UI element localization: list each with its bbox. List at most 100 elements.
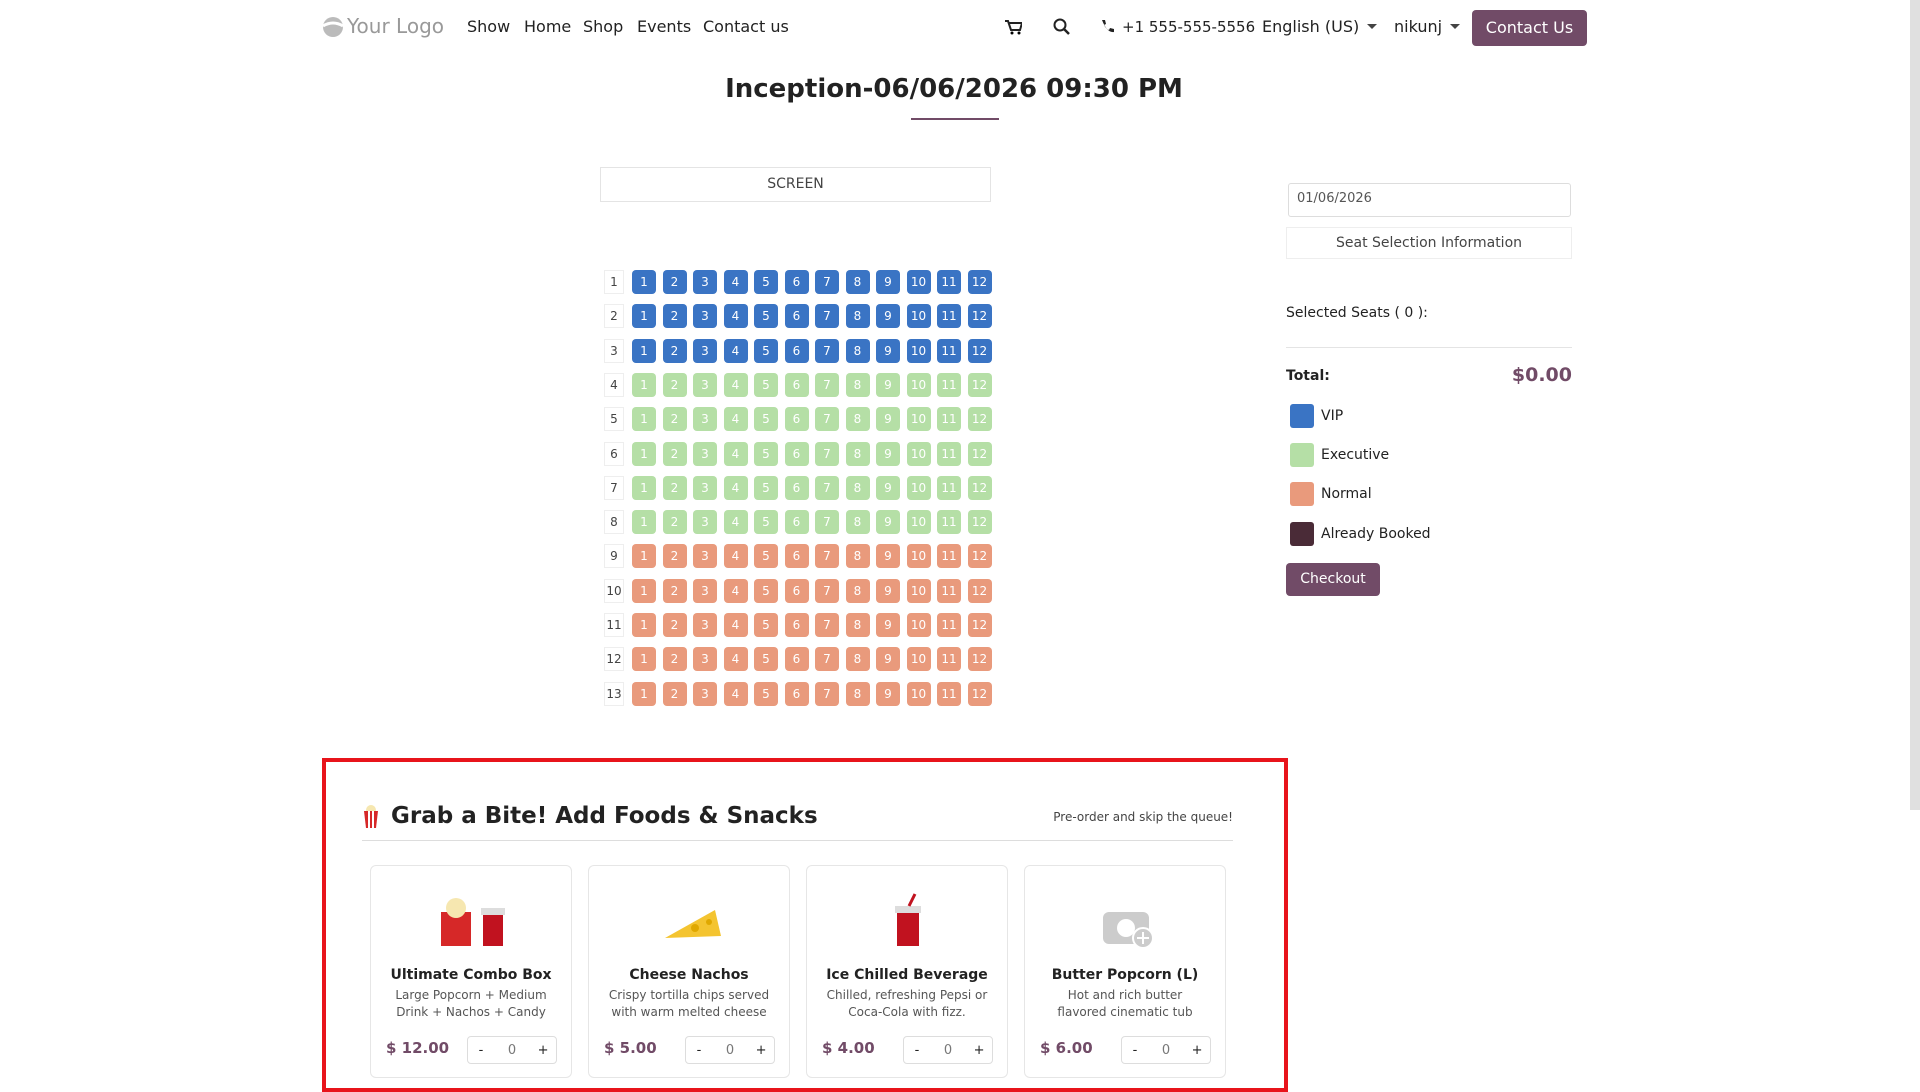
- seat[interactable]: 3: [693, 475, 717, 500]
- decrement-button[interactable]: -: [478, 1042, 484, 1058]
- seat[interactable]: 7: [815, 372, 839, 397]
- seat[interactable]: 4: [723, 270, 748, 294]
- increment-button[interactable]: +: [1191, 1042, 1203, 1058]
- seat[interactable]: 5: [754, 613, 778, 637]
- seat[interactable]: 8: [845, 441, 870, 466]
- seat[interactable]: 4: [723, 510, 748, 535]
- seat[interactable]: 8: [845, 304, 870, 329]
- seat[interactable]: 9: [876, 578, 900, 603]
- seat[interactable]: 3: [693, 544, 717, 569]
- seat[interactable]: 6: [784, 270, 809, 294]
- phone[interactable]: +1 555-555-5556: [1122, 18, 1256, 36]
- seat[interactable]: 6: [784, 647, 809, 672]
- seat[interactable]: 12: [967, 441, 992, 466]
- decrement-button[interactable]: -: [1132, 1042, 1138, 1058]
- seat[interactable]: 5: [754, 304, 778, 329]
- seat[interactable]: 5: [754, 681, 778, 706]
- seat[interactable]: 5: [754, 475, 778, 500]
- menu-item[interactable]: Home: [524, 17, 572, 36]
- seat[interactable]: 10: [906, 647, 931, 672]
- seat[interactable]: 1: [632, 510, 656, 535]
- seat[interactable]: 8: [845, 681, 870, 706]
- seat[interactable]: 6: [784, 372, 809, 397]
- increment-button[interactable]: +: [973, 1042, 985, 1058]
- checkout-button[interactable]: Checkout: [1286, 563, 1380, 596]
- seat[interactable]: 10: [906, 304, 931, 329]
- decrement-button[interactable]: -: [914, 1042, 920, 1058]
- seat[interactable]: 9: [876, 304, 900, 329]
- menu-item[interactable]: Show: [467, 17, 511, 36]
- logo[interactable]: Your Logo: [347, 14, 445, 38]
- seat[interactable]: 10: [906, 510, 931, 535]
- seat[interactable]: 3: [693, 304, 717, 329]
- seat[interactable]: 7: [815, 475, 839, 500]
- seat[interactable]: 6: [784, 510, 809, 535]
- seat[interactable]: 9: [876, 338, 900, 363]
- seat[interactable]: 9: [876, 441, 900, 466]
- seat[interactable]: 8: [845, 372, 870, 397]
- seat[interactable]: 7: [815, 338, 839, 363]
- seat[interactable]: 4: [723, 613, 748, 637]
- seat[interactable]: 12: [967, 681, 992, 706]
- increment-button[interactable]: +: [755, 1042, 767, 1058]
- seat[interactable]: 3: [693, 407, 717, 432]
- seat[interactable]: 12: [967, 613, 992, 637]
- seat[interactable]: 4: [723, 681, 748, 706]
- seat[interactable]: 2: [662, 544, 687, 569]
- seat[interactable]: 7: [815, 578, 839, 603]
- seat[interactable]: 6: [784, 681, 809, 706]
- seat[interactable]: 10: [906, 372, 931, 397]
- seat[interactable]: 12: [967, 475, 992, 500]
- seat[interactable]: 7: [815, 613, 839, 637]
- seat[interactable]: 10: [906, 270, 931, 294]
- seat[interactable]: 2: [662, 407, 687, 432]
- seat[interactable]: 4: [723, 407, 748, 432]
- seat[interactable]: 5: [754, 578, 778, 603]
- seat[interactable]: 6: [784, 475, 809, 500]
- seat[interactable]: 10: [906, 681, 931, 706]
- seat[interactable]: 8: [845, 475, 870, 500]
- seat[interactable]: 9: [876, 270, 900, 294]
- seat[interactable]: 4: [723, 338, 748, 363]
- seat[interactable]: 11: [937, 441, 961, 466]
- seat[interactable]: 5: [754, 270, 778, 294]
- seat[interactable]: 12: [967, 270, 992, 294]
- seat[interactable]: 1: [632, 338, 656, 363]
- seat[interactable]: 1: [632, 647, 656, 672]
- decrement-button[interactable]: -: [696, 1042, 702, 1058]
- seat[interactable]: 1: [632, 441, 656, 466]
- menu-item[interactable]: Contact us: [703, 17, 789, 36]
- seat[interactable]: 7: [815, 681, 839, 706]
- seat[interactable]: 11: [937, 510, 961, 535]
- seat[interactable]: 11: [937, 338, 961, 363]
- seat[interactable]: 12: [967, 647, 992, 672]
- seat[interactable]: 10: [906, 578, 931, 603]
- seat[interactable]: 8: [845, 338, 870, 363]
- seat[interactable]: 2: [662, 475, 687, 500]
- seat[interactable]: 1: [632, 613, 656, 637]
- seat[interactable]: 8: [845, 647, 870, 672]
- seat[interactable]: 9: [876, 372, 900, 397]
- seat[interactable]: 1: [632, 372, 656, 397]
- seat[interactable]: 6: [784, 441, 809, 466]
- seat[interactable]: 1: [632, 475, 656, 500]
- seat[interactable]: 7: [815, 270, 839, 294]
- language[interactable]: English (US): [1262, 17, 1377, 36]
- seat[interactable]: 5: [754, 372, 778, 397]
- menu-item[interactable]: Shop: [583, 17, 624, 36]
- seat[interactable]: 10: [906, 441, 931, 466]
- seat[interactable]: 3: [693, 338, 717, 363]
- date-input[interactable]: 01/06/2026: [1288, 183, 1571, 217]
- seat[interactable]: 3: [693, 270, 717, 294]
- seat[interactable]: 5: [754, 441, 778, 466]
- scrollbar[interactable]: [1910, 0, 1920, 810]
- cart-icon[interactable]: [1004, 19, 1022, 35]
- search-icon[interactable]: [1053, 18, 1071, 36]
- seat[interactable]: 2: [662, 510, 687, 535]
- seat[interactable]: 1: [632, 270, 656, 294]
- seat[interactable]: 7: [815, 647, 839, 672]
- seat[interactable]: 12: [967, 338, 992, 363]
- seat[interactable]: 3: [693, 578, 717, 603]
- seat[interactable]: 7: [815, 441, 839, 466]
- seat[interactable]: 9: [876, 681, 900, 706]
